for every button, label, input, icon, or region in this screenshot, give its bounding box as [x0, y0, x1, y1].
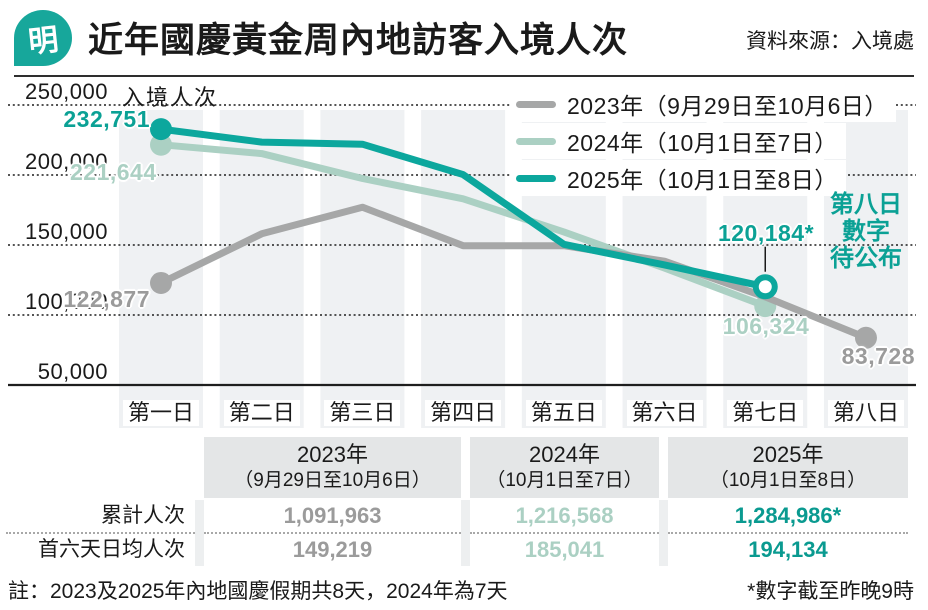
- point-label-2025-day1: 232,751: [63, 106, 150, 132]
- cumulative-2024: 1,216,568: [470, 500, 659, 532]
- header: 明 近年國慶黃金周內地訪客入境人次 資料來源：入境處: [14, 0, 914, 77]
- table-header-2025: 2025年 （10月1日至8日）: [668, 437, 908, 498]
- legend-swatch-2023-icon: [516, 100, 556, 108]
- table-body: 累計人次 1,091,963 1,216,568 1,284,986* 首六天日…: [6, 500, 908, 566]
- header-range-2024: （10月1日至7日）: [486, 470, 643, 491]
- table-row-daily-average: 首六天日均人次 149,219 185,041 194,134: [6, 532, 908, 566]
- mingpao-logo-icon: 明: [14, 9, 72, 66]
- y-axis-unit-label: 入境人次: [122, 85, 219, 110]
- column-band-3: [320, 110, 405, 428]
- y-tick-250000: 250,000: [24, 79, 108, 104]
- point-label-2024-day7: 106,324: [722, 313, 810, 339]
- start-dot-2025: [150, 118, 172, 141]
- x-tick-day-5: 第五日: [525, 400, 602, 426]
- y-tick-100000: 100,000: [24, 289, 108, 314]
- daily-average-2023: 149,219: [204, 532, 461, 566]
- annotation-line-3: 待公布: [830, 245, 902, 272]
- row-label-cumulative: 累計人次: [6, 500, 195, 532]
- daily-average-2024: 185,041: [470, 532, 659, 566]
- legend-item-2025: 2025年（10月1日至8日）: [510, 160, 846, 196]
- data-source-label: 資料來源：入境處: [746, 29, 914, 53]
- legend-swatch-2024-icon: [516, 137, 556, 145]
- point-label-2025-day7: 120,184*: [717, 220, 815, 246]
- column-band-4: [421, 110, 506, 428]
- header-range-2023: （9月29日至10月6日）: [234, 470, 431, 491]
- open-end-dot-2025: [752, 274, 778, 300]
- start-dot-2024: [150, 133, 172, 156]
- header-range-2025: （10月1日至8日）: [709, 470, 867, 491]
- annotation-line-1: 第八日: [830, 191, 902, 218]
- x-tick-day-1: 第一日: [123, 400, 199, 426]
- cumulative-2025: 1,284,986*: [668, 500, 908, 532]
- legend-item-2023: 2023年（9月29日至10月6日）: [510, 86, 896, 122]
- point-label-2024-day1: 221,644: [70, 159, 157, 185]
- y-tick-200000: 200,000: [24, 149, 108, 174]
- x-tick-day-3: 第三日: [324, 400, 401, 426]
- legend-swatch-2025-icon: [516, 174, 556, 182]
- header-year-2024: 2024年: [529, 442, 600, 467]
- table-header-2024: 2024年 （10月1日至7日）: [470, 437, 659, 498]
- table-row-cumulative: 累計人次 1,091,963 1,216,568 1,284,986*: [6, 500, 908, 532]
- asterisk-note: *數字截至昨晚9時: [747, 580, 914, 603]
- table-header-2023: 2023年 （9月29日至10月6日）: [204, 437, 461, 498]
- table-header-row: 2023年 （9月29日至10月6日） 2024年 （10月1日至7日） 202…: [6, 437, 908, 498]
- footnotes: 註：2023及2025年內地國慶假期共8天，2024年為7天 *數字截至昨晚9時: [8, 575, 914, 605]
- point-label-2023-day1: 122,877: [63, 286, 150, 312]
- series-line-2025: [157, 125, 769, 291]
- row-label-daily-average: 首六天日均人次: [6, 532, 195, 566]
- x-tick-day-8: 第八日: [827, 400, 904, 426]
- x-tick-day-2: 第二日: [223, 400, 300, 426]
- legend-item-2024: 2024年（10月1日至7日）: [510, 123, 846, 159]
- chart-canvas: [8, 104, 916, 428]
- pending-figure-annotation: 第八日 數字 待公布: [814, 191, 918, 272]
- holiday-note: 註：2023及2025年內地國慶假期共8天，2024年為7天: [8, 580, 508, 603]
- daily-average-2025: 194,134: [668, 532, 908, 566]
- logo-character: 明: [26, 23, 61, 59]
- series-line-2023: [157, 203, 870, 342]
- line-chart: 250,000 200,000 150,000 100,000 50,000 入…: [0, 80, 928, 430]
- end-dot-2023: [854, 326, 877, 349]
- y-tick-50000: 50,000: [37, 359, 108, 384]
- annotation-line-2: 數字: [842, 218, 890, 245]
- start-dot-2023: [150, 271, 172, 294]
- cumulative-2023: 1,091,963: [204, 500, 461, 532]
- page-title: 近年國慶黃金周內地訪客入境人次: [88, 21, 629, 60]
- x-tick-day-4: 第四日: [425, 400, 502, 426]
- legend-label-2024: 2024年（10月1日至7日）: [567, 130, 838, 156]
- x-tick-day-6: 第六日: [626, 400, 703, 426]
- legend-label-2025: 2025年（10月1日至8日）: [567, 167, 838, 193]
- header-year-2023: 2023年: [297, 442, 368, 467]
- header-year-2025: 2025年: [752, 442, 824, 467]
- y-tick-150000: 150,000: [24, 219, 108, 244]
- legend: 2023年（9月29日至10月6日） 2024年（10月1日至7日） 2025年…: [510, 86, 896, 197]
- point-label-2023-day8: 83,728: [841, 343, 915, 369]
- table-header-spacer: [6, 437, 195, 498]
- legend-label-2023: 2023年（9月29日至10月6日）: [567, 93, 888, 119]
- x-tick-day-7: 第七日: [727, 400, 804, 426]
- summary-table: 2023年 （9月29日至10月6日） 2024年 （10月1日至7日） 202…: [6, 437, 908, 566]
